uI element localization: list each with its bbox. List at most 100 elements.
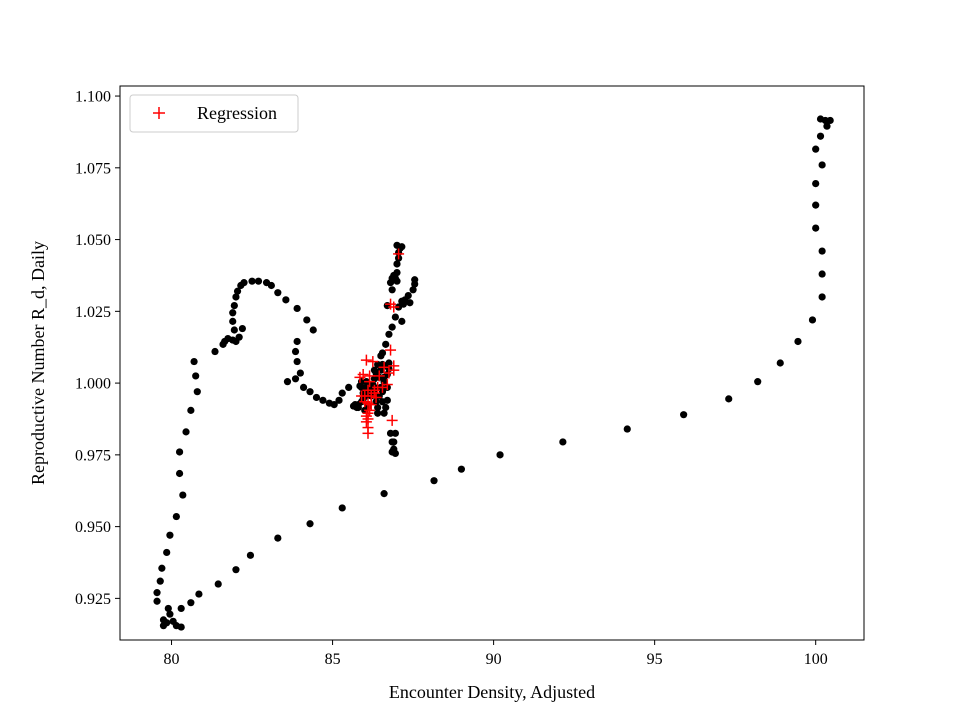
observed-point [159, 622, 168, 630]
observed-point [816, 115, 825, 123]
observed-point [291, 347, 300, 356]
observed-point [818, 161, 826, 169]
observed-point [232, 293, 240, 301]
observed-point [230, 301, 238, 310]
y-tick-label: 1.100 [75, 89, 111, 106]
observed-point [812, 180, 820, 188]
regression-point [364, 376, 376, 388]
observed-point [338, 504, 346, 512]
regression-point [367, 356, 379, 368]
observed-point [823, 122, 831, 130]
observed-point [229, 309, 237, 317]
x-axis-label: Encounter Density, Adjusted [389, 682, 595, 702]
observed-point [175, 469, 184, 478]
observed-point [293, 304, 301, 313]
observed-point [385, 330, 393, 338]
observed-point [293, 337, 301, 346]
observed-point [296, 369, 304, 377]
y-axis-label: Reproductive Number R_d, Daily [28, 241, 48, 485]
legend-label-regression: Regression [197, 103, 277, 123]
observed-point [826, 116, 834, 125]
observed-point [390, 438, 398, 446]
observed-point [725, 395, 733, 403]
observed-point [818, 293, 826, 301]
observed-point [177, 604, 185, 613]
observed-point [398, 243, 406, 251]
observed-point [187, 406, 195, 414]
regression-point [365, 399, 377, 411]
observed-point [380, 409, 388, 417]
observed-point [354, 401, 362, 409]
observed-point [211, 347, 219, 356]
plot-frame [119, 85, 865, 641]
observed-point [812, 224, 820, 232]
observed-point [248, 277, 256, 285]
observed-point [163, 548, 171, 557]
observed-point [156, 577, 164, 585]
observed-point [411, 276, 419, 284]
observed-point [312, 393, 321, 402]
observed-point [229, 317, 237, 325]
observed-point [179, 491, 187, 499]
regression-point [376, 381, 388, 393]
regression-point [386, 414, 398, 426]
y-tick-label: 1.050 [75, 232, 111, 249]
observed-point [374, 403, 382, 412]
regression-point [378, 361, 390, 373]
regression-point [364, 404, 376, 416]
observed-point [172, 512, 180, 521]
y-tick-label: 1.000 [75, 376, 111, 393]
observed-point [153, 589, 161, 597]
observed-point [812, 145, 820, 153]
observed-point [378, 349, 387, 357]
regression-point [393, 248, 405, 260]
observed-point [169, 617, 177, 625]
regression-point [381, 379, 393, 391]
observed-point [230, 326, 238, 334]
observed-point [158, 564, 166, 572]
observed-point [409, 286, 417, 294]
observed-point [386, 279, 395, 287]
observed-point [812, 201, 820, 209]
regression-point [359, 396, 371, 408]
legend: Regression [129, 94, 299, 133]
observed-point [240, 279, 248, 287]
observed-point [267, 281, 275, 290]
observed-point [306, 388, 314, 396]
observed-point [338, 389, 346, 397]
observed-point [309, 326, 317, 334]
observed-point [357, 383, 366, 391]
observed-point [164, 604, 172, 613]
observed-point [187, 599, 195, 607]
observed-point [374, 409, 382, 417]
observed-point [388, 323, 396, 331]
regression-point [383, 367, 395, 379]
observed-point [246, 551, 255, 559]
observed-point [283, 378, 292, 386]
observed-point [330, 401, 338, 409]
observed-point [190, 357, 198, 366]
observed-point [496, 451, 504, 459]
y-tick-label: 1.025 [75, 304, 111, 321]
x-tick-label: 80 [164, 651, 180, 668]
observed-point [391, 274, 399, 282]
regression-point [360, 354, 372, 366]
y-tick-label: 0.925 [75, 591, 111, 608]
observed-point [399, 300, 408, 308]
y-tick-label: 0.950 [75, 519, 111, 536]
observed-point [159, 616, 168, 624]
observed-point [254, 277, 263, 285]
regression-point [362, 427, 374, 439]
observed-point [398, 317, 406, 325]
observed-point [754, 378, 762, 386]
x-tick-label: 100 [804, 651, 828, 668]
legend-marker-plus-icon [153, 107, 165, 119]
observed-point [303, 316, 311, 324]
observed-point [623, 425, 631, 433]
observed-point [808, 316, 817, 324]
observed-point [559, 438, 567, 446]
x-tick-label: 85 [325, 651, 341, 668]
regression-point [356, 390, 368, 402]
observed-point [182, 428, 190, 436]
